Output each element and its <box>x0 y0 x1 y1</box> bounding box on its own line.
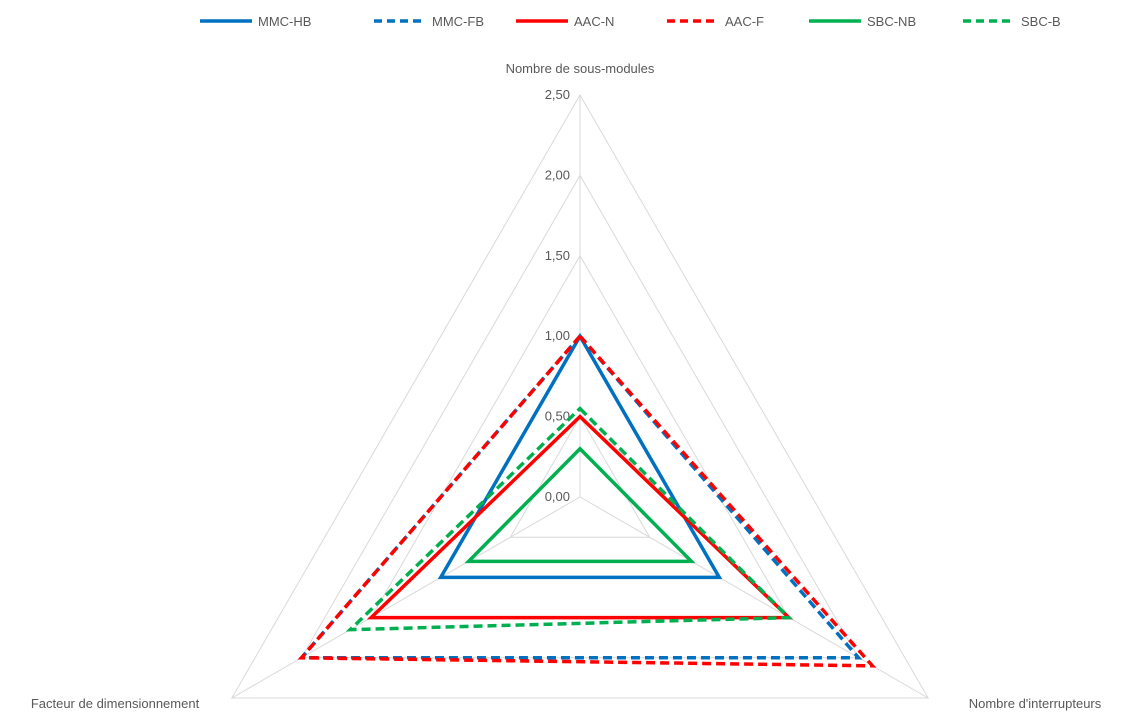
radar-grid <box>230 93 930 699</box>
legend: MMC-HB MMC-FB AAC-N AAC-F SBC-NB SBC-B <box>200 14 1061 29</box>
tick-label: 2,50 <box>545 87 570 102</box>
radar-series <box>297 332 877 668</box>
axis-label: Nombre d'interrupteurs <box>969 696 1102 711</box>
legend-label: MMC-HB <box>258 14 311 29</box>
axis-labels: Nombre de sous-modules Nombre d'interrupt… <box>31 61 1102 711</box>
tick-label: 2,00 <box>545 167 570 182</box>
grid-spoke <box>231 496 581 699</box>
grid-ring <box>230 93 930 699</box>
series-mmc-hb <box>437 332 723 580</box>
legend-label: SBC-NB <box>867 14 916 29</box>
tick-label: 0,50 <box>545 409 570 424</box>
series-sbc-nb <box>464 446 696 564</box>
series-aac-f <box>297 333 877 668</box>
legend-label: MMC-FB <box>432 14 484 29</box>
tick-label: 1,00 <box>545 328 570 343</box>
tick-label: 1,50 <box>545 248 570 263</box>
tick-label: 0,00 <box>545 489 570 504</box>
series-aac-n <box>366 414 794 620</box>
legend-label: SBC-B <box>1021 14 1061 29</box>
legend-label: AAC-N <box>574 14 614 29</box>
series-sbc-b <box>345 406 793 632</box>
grid-spoke <box>579 496 929 699</box>
radial-tick-labels: 0,00 0,50 1,00 1,50 2,00 2,50 <box>545 87 570 504</box>
axis-label: Facteur de dimensionnement <box>31 696 200 711</box>
legend-label: AAC-F <box>725 14 764 29</box>
axis-label: Nombre de sous-modules <box>506 61 655 76</box>
grid-ring <box>509 415 651 538</box>
